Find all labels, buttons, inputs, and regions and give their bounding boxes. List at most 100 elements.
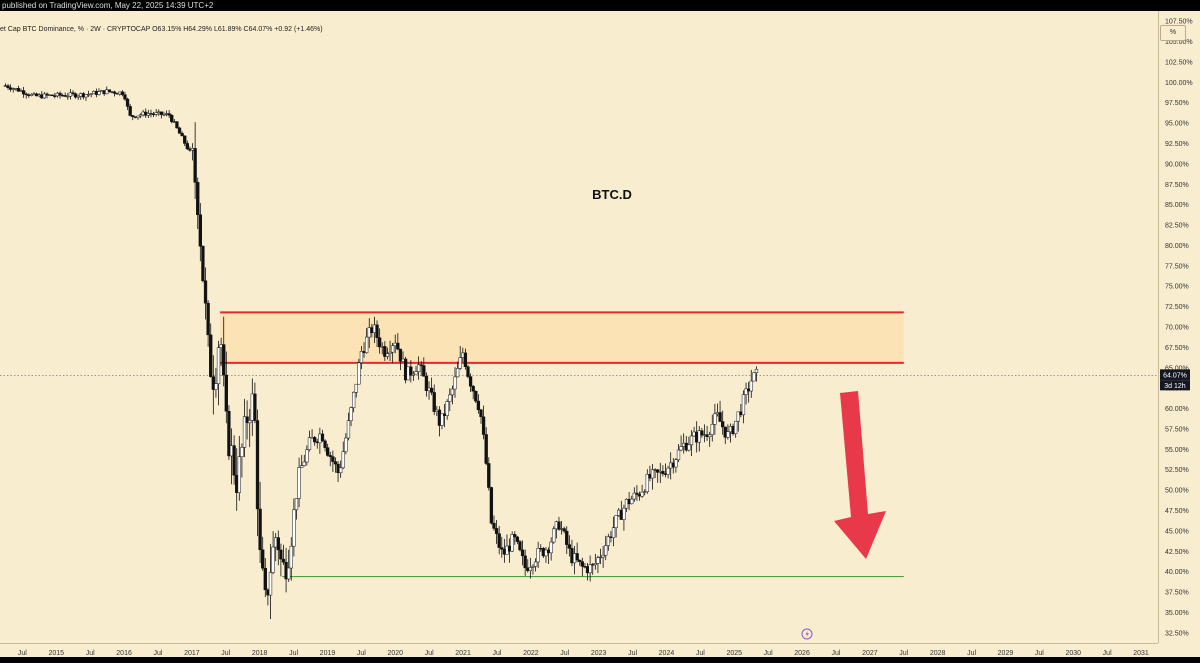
x-tick-label: 2030: [1065, 650, 1081, 657]
x-tick-label: 2022: [523, 650, 539, 657]
candle-body: [721, 421, 725, 428]
candle-body: [580, 561, 584, 567]
candle-body: [232, 445, 236, 476]
candle-body: [193, 148, 197, 183]
btc-dominance-chart[interactable]: 32.50% 35.00% 37.50% 40.00% 42.50% 45.00% 47.5…: [0, 11, 1200, 657]
y-tick-label: 52.50%: [1165, 467, 1189, 474]
candle-body: [622, 507, 626, 520]
y-tick-label: 37.50%: [1165, 590, 1189, 597]
candle-body: [736, 411, 740, 422]
y-tick-label: 45.00%: [1165, 528, 1189, 535]
candle-body: [268, 572, 273, 596]
candle-body: [185, 143, 189, 150]
candle-body: [76, 95, 80, 98]
y-tick-label: 40.00%: [1165, 569, 1189, 576]
candle-body: [224, 374, 228, 412]
x-tick-label: 2015: [48, 650, 64, 657]
candle-body: [643, 491, 647, 493]
x-tick-label: Jul: [628, 650, 637, 657]
candle-body: [341, 451, 345, 469]
candle-body: [323, 440, 327, 448]
y-tick-label: 55.00%: [1165, 447, 1189, 454]
resistance-zone: [220, 312, 904, 363]
candle-body: [73, 93, 78, 98]
x-tick-label: Jul: [967, 650, 976, 657]
x-tick-label: 2027: [862, 650, 878, 657]
candle-body: [50, 94, 54, 97]
x-tick-label: 2021: [455, 650, 471, 657]
chart-area[interactable]: 32.50% 35.00% 37.50% 40.00% 42.50% 45.00% 47.5…: [0, 11, 1200, 657]
candle-body: [713, 413, 717, 425]
x-tick-label: Jul: [831, 650, 840, 657]
candle-body: [352, 391, 356, 408]
x-tick-label: 2029: [998, 650, 1014, 657]
y-tick-label: 102.50%: [1165, 59, 1193, 66]
candle-body: [206, 302, 210, 336]
candle-body: [344, 437, 348, 452]
candle-body: [606, 536, 610, 546]
candle-body: [24, 93, 28, 96]
y-tick-label: 85.00%: [1165, 202, 1189, 209]
candle-body: [468, 376, 473, 387]
candle-body: [175, 121, 179, 129]
candle-body: [6, 85, 10, 88]
y-tick-label: 75.00%: [1165, 284, 1189, 291]
y-tick-label: 47.50%: [1165, 508, 1189, 515]
y-tick-label: 80.00%: [1165, 243, 1189, 250]
candle-body: [754, 369, 759, 373]
candle-body: [445, 401, 449, 416]
candle-body: [154, 112, 158, 115]
candle-body: [248, 420, 252, 424]
candle-body: [611, 527, 616, 538]
candle-body: [222, 344, 226, 376]
candle-body: [726, 431, 730, 438]
candle-body: [596, 557, 600, 564]
x-tick-label: Jul: [1035, 650, 1044, 657]
candle-body: [734, 420, 738, 434]
candle-body: [419, 364, 423, 366]
candle-body: [377, 337, 382, 348]
candle-body: [409, 366, 413, 376]
candle-body: [68, 92, 73, 97]
candle-body: [510, 534, 514, 552]
candle-body: [375, 324, 379, 338]
candle-body: [528, 567, 533, 571]
candle-body: [552, 528, 556, 543]
candle-body: [339, 467, 343, 474]
candle-body: [209, 334, 213, 377]
candle-body: [453, 376, 457, 390]
x-tick-label: 2020: [387, 650, 403, 657]
candle-body: [656, 469, 660, 473]
candle-body: [112, 91, 117, 94]
y-tick-label: 67.50%: [1165, 345, 1189, 352]
candle-body: [359, 351, 364, 363]
candle-body: [448, 394, 452, 402]
candle-body: [66, 95, 70, 98]
candle-body: [398, 348, 403, 362]
candle-body: [479, 409, 483, 418]
candle-body: [741, 394, 746, 416]
candle-body: [167, 113, 171, 116]
candle-body: [429, 387, 434, 393]
y-tick-label: 90.00%: [1165, 161, 1189, 168]
candle-body: [492, 522, 496, 529]
candle-body: [326, 447, 330, 456]
x-tick-label: Jul: [696, 650, 705, 657]
x-tick-label: Jul: [1103, 650, 1112, 657]
candle-body: [471, 385, 475, 392]
candle-body: [630, 498, 634, 505]
candle-body: [455, 368, 460, 378]
candle-body: [354, 383, 358, 393]
candle-body: [21, 90, 26, 95]
candle-body: [614, 515, 618, 528]
candle-body: [749, 380, 753, 392]
candle-body: [390, 345, 395, 353]
x-tick-label: Jul: [764, 650, 773, 657]
candle-body: [227, 410, 231, 457]
percent-scale-button[interactable]: %: [1160, 25, 1186, 41]
candle-body: [383, 346, 387, 357]
candle-body: [450, 388, 455, 396]
candle-body: [645, 474, 649, 492]
candle-body: [531, 566, 535, 568]
candle-body: [515, 536, 520, 542]
